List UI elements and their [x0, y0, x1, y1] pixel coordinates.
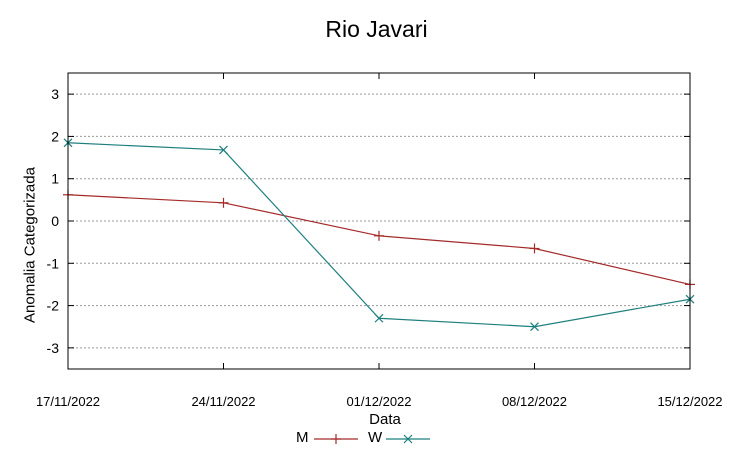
grid-lines	[68, 93, 690, 349]
x-axis-ticks: 17/11/2022 24/11/2022 01/12/2022 08/12/2022…	[36, 73, 723, 409]
data-point-w	[530, 322, 539, 332]
x-axis-label: Data	[369, 411, 401, 428]
y-axis-ticks: -3 -2 -1 0 1 2 3	[47, 86, 690, 356]
x-tick-label: 15/12/2022	[657, 394, 722, 409]
y-tick-label: 2	[51, 128, 59, 144]
legend-label-w: W	[368, 429, 383, 446]
x-tick-label: 08/12/2022	[502, 394, 567, 409]
data-point-w	[219, 145, 228, 155]
x-tick-label: 17/11/2022	[36, 394, 100, 409]
x-tick-label: 01/12/2022	[346, 394, 411, 409]
data-point-m	[529, 243, 540, 254]
y-tick-label: 0	[51, 213, 59, 229]
data-point-m	[218, 197, 229, 208]
y-axis-label: Anomalia Categorizada	[21, 167, 39, 323]
legend	[314, 434, 430, 444]
y-tick-label: 1	[51, 171, 59, 187]
y-tick-label: -1	[47, 255, 60, 271]
y-tick-label: -3	[47, 340, 60, 356]
series-group	[63, 138, 695, 332]
x-tick-label: 24/11/2022	[191, 394, 255, 409]
chart-title: Rio Javari	[325, 16, 428, 42]
legend-marker-w	[403, 434, 413, 444]
plot-frame	[67, 72, 691, 370]
y-tick-label: -2	[47, 298, 60, 314]
legend-marker-m	[331, 434, 341, 444]
legend-label-m: M	[296, 429, 309, 446]
data-point-w	[374, 313, 384, 323]
y-tick-label: 3	[51, 86, 59, 102]
data-point-m	[374, 230, 384, 241]
